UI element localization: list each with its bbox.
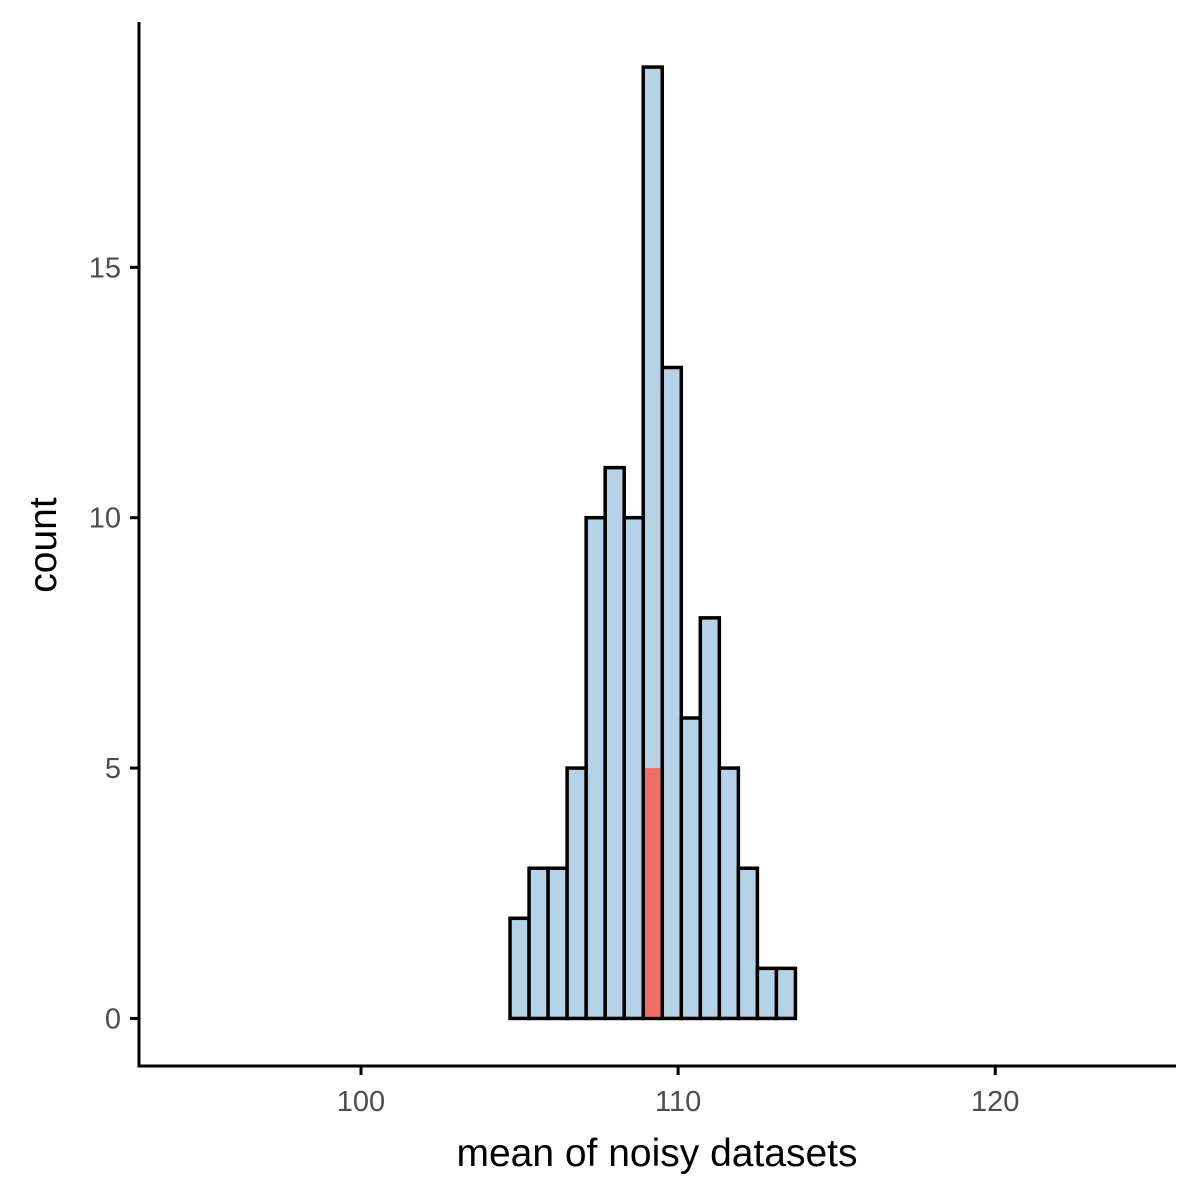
highlight-bar [644,768,661,1017]
histogram-bar [622,515,645,1021]
highlight-layer [644,768,661,1017]
y-tick-label: 0 [105,1003,121,1035]
histogram-bar [603,465,626,1021]
y-tick-label: 10 [89,503,121,535]
histogram-bar [584,515,607,1021]
histogram-bar [755,966,779,1021]
histogram-bar [679,716,703,1021]
histogram-bar [660,365,684,1021]
ticks-layer: 0 5 10 15 100 110 120 [89,252,1020,1118]
y-axis-title: count [22,497,65,593]
x-tick-label: 120 [971,1086,1019,1118]
histogram-bar [736,866,760,1021]
y-tick-label: 15 [89,252,121,284]
bars-layer [508,65,798,1021]
histogram-bar [508,916,531,1021]
histogram-bar [527,866,550,1021]
histogram-bar [546,866,569,1021]
axes-layer [137,22,1176,1068]
x-axis-title: mean of noisy datasets [456,1132,857,1175]
histogram-bar [698,616,722,1021]
x-tick-label: 110 [655,1086,701,1118]
x-tick-label: 100 [337,1086,385,1118]
histogram-bar [774,966,798,1021]
y-tick-label: 5 [105,753,121,785]
histogram-bar [565,766,588,1021]
histogram-bar [717,766,741,1021]
